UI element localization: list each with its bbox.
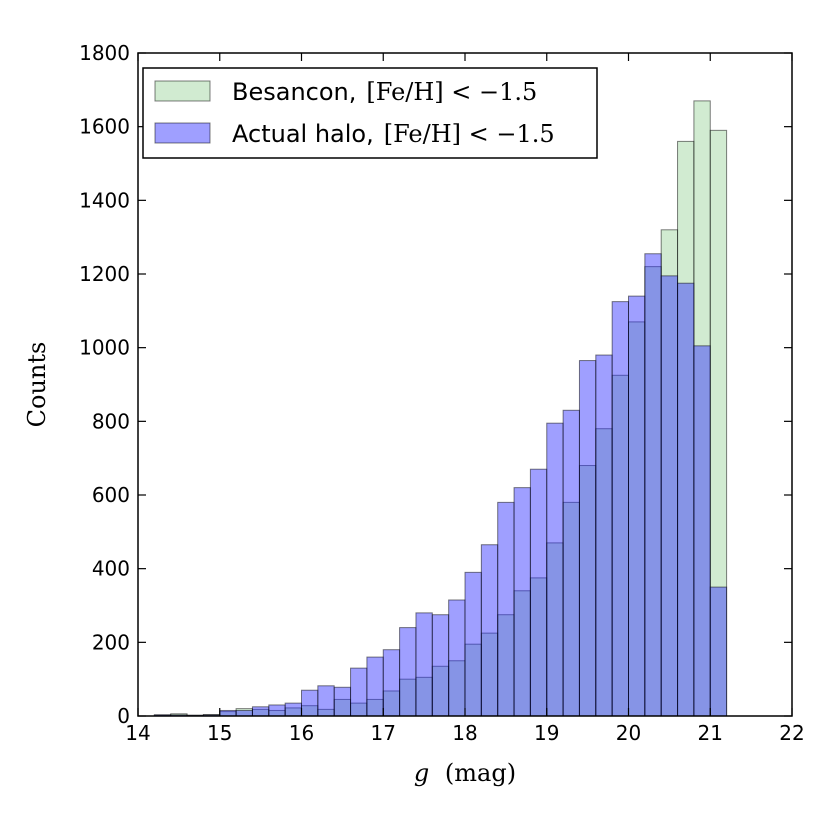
legend-swatch-actual-halo — [154, 122, 211, 144]
bar-series-1-bin-23 — [529, 468, 548, 717]
y-tick-label-1600: 1600 — [79, 115, 130, 139]
bar-series-1-bin-8 — [284, 702, 302, 717]
x-axis-label: g (mag) — [414, 759, 516, 787]
y-axis-label: Counts — [23, 342, 51, 428]
bar-series-1-bin-28 — [611, 301, 630, 717]
bar-series-1-bin-5 — [235, 709, 253, 717]
bar-series-1-bin-22 — [513, 487, 531, 717]
bar-series-1-bin-21 — [497, 501, 515, 717]
bar-series-1-bin-27 — [595, 354, 613, 717]
x-tick-label-20: 20 — [616, 721, 641, 745]
legend-label-besancon: Besancon, [Fe/H] < −1.5 — [232, 78, 537, 106]
bar-series-1-bin-15 — [399, 627, 417, 717]
x-axis-label-unit: (mag) — [445, 759, 516, 787]
bar-series-1-bin-14 — [382, 649, 401, 717]
x-axis-label-var: g — [414, 759, 429, 787]
x-tick-label-17: 17 — [371, 721, 396, 745]
ticks-layer: 14 15 16 17 18 19 20 21 22 0 200 400 600 800 1000 1200 1… — [79, 41, 805, 745]
x-tick-label-18: 18 — [452, 721, 477, 745]
x-tick-label-14: 14 — [125, 721, 150, 745]
y-tick-label-600: 600 — [92, 483, 130, 507]
legend-box — [142, 67, 598, 159]
y-tick-label-1800: 1800 — [79, 41, 130, 65]
legend-label-besancon-text: Besancon, — [232, 78, 356, 106]
bar-series-1-bin-4 — [219, 709, 237, 717]
legend-swatch-besancon — [154, 80, 211, 102]
legend-label-actual-halo-math: [Fe/H] < −1.5 — [384, 120, 555, 148]
bar-series-1-bin-24 — [546, 422, 564, 717]
y-tick-label-1000: 1000 — [79, 336, 130, 360]
x-tick-label-15: 15 — [207, 721, 232, 745]
bar-series-1-bin-11 — [333, 686, 352, 717]
y-tick-label-400: 400 — [92, 557, 130, 581]
x-tick-label-16: 16 — [289, 721, 314, 745]
x-tick-label-22: 22 — [779, 721, 804, 745]
legend-label-actual-halo-text: Actual halo, — [232, 120, 374, 148]
bar-series-1-bin-33 — [693, 345, 711, 717]
bar-series-1-bin-18 — [448, 599, 466, 717]
legend-label-besancon-math: [Fe/H] < −1.5 — [366, 78, 537, 106]
legend: Besancon, [Fe/H] < −1.5 Actual halo, [Fe… — [142, 67, 598, 159]
bars-layer — [153, 100, 728, 717]
bar-series-1-bin-6 — [251, 706, 270, 717]
y-tick-label-800: 800 — [92, 409, 130, 433]
x-tick-label-19: 19 — [534, 721, 559, 745]
y-tick-label-1400: 1400 — [79, 188, 130, 212]
bar-series-1-bin-7 — [268, 704, 286, 717]
y-tick-label-1200: 1200 — [79, 262, 130, 286]
bar-series-1-bin-13 — [366, 656, 384, 717]
y-tick-label-200: 200 — [92, 630, 130, 654]
bar-series-1-bin-34 — [709, 586, 728, 717]
bar-series-1-bin-31 — [660, 275, 679, 717]
bar-series-1-bin-19 — [464, 571, 482, 717]
y-tick-label-0: 0 — [117, 704, 130, 728]
bar-series-1-bin-26 — [578, 360, 597, 717]
bar-series-1-bin-17 — [431, 614, 450, 717]
bar-series-1-bin-29 — [628, 295, 646, 717]
x-tick-label-21: 21 — [698, 721, 723, 745]
bar-series-1-bin-9 — [301, 689, 319, 717]
bar-series-1-bin-12 — [350, 667, 368, 717]
bar-series-1-bin-16 — [415, 612, 433, 717]
bar-series-1-bin-10 — [317, 685, 335, 717]
bar-series-1-bin-30 — [644, 253, 662, 717]
bar-series-1-bin-20 — [480, 544, 499, 717]
bar-series-1-bin-32 — [677, 282, 695, 717]
bar-series-1-bin-25 — [562, 409, 580, 717]
legend-label-actual-halo: Actual halo, [Fe/H] < −1.5 — [232, 120, 555, 148]
